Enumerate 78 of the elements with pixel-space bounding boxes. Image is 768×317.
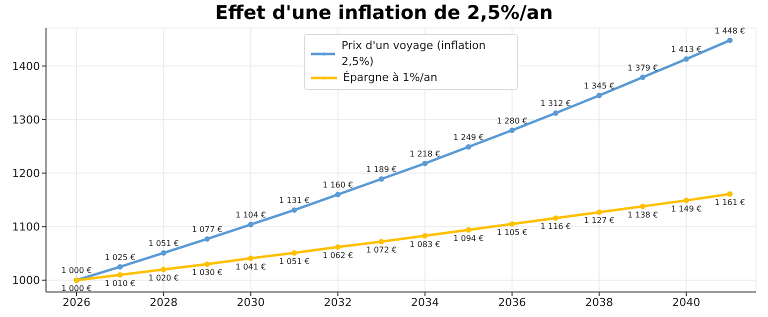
data-label: 1 138 € (627, 210, 658, 220)
data-label: 1 020 € (148, 274, 179, 283)
data-label: 1 116 € (540, 222, 571, 232)
point (204, 236, 210, 242)
y-tick-label: 1400 (12, 60, 40, 73)
data-label: 1 000 € (61, 266, 92, 276)
data-label: 1 051 € (279, 256, 310, 266)
y-tick-label: 1100 (12, 220, 40, 234)
data-label: 1 149 € (671, 204, 702, 214)
point (552, 215, 558, 221)
point (248, 222, 254, 228)
point (727, 38, 733, 44)
point (640, 74, 646, 80)
data-label: 1 072 € (366, 246, 397, 255)
y-tick-label: 1200 (12, 167, 40, 180)
data-label: 1 030 € (192, 268, 222, 278)
x-tick-label: 2028 (150, 296, 178, 309)
data-label: 1 105 € (496, 228, 528, 237)
point (640, 204, 646, 210)
data-label: 1 160 € (322, 180, 354, 190)
point (596, 92, 602, 98)
data-label: 1 041 € (235, 262, 266, 272)
data-label: 1 280 € (496, 116, 528, 126)
point (596, 209, 602, 215)
x-tick-label: 2038 (585, 296, 614, 309)
point (335, 244, 341, 250)
y-tick-label: 1000 (12, 274, 40, 288)
point (160, 266, 166, 272)
data-label: 1 094 € (453, 234, 484, 243)
data-label: 1 448 € (714, 26, 746, 36)
point (160, 250, 166, 256)
x-tick-label: 2026 (62, 296, 90, 309)
legend-label: Prix d'un voyage (inflation 2,5%) (341, 38, 487, 70)
data-label: 1 000 € (61, 284, 92, 294)
data-label: 1 062 € (322, 251, 354, 260)
point (117, 272, 123, 278)
legend-label: Épargne à 1%/an (343, 70, 438, 86)
data-label: 1 161 € (714, 198, 746, 208)
data-label: 1 131 € (279, 196, 310, 206)
data-label: 1 189 € (366, 165, 397, 174)
x-tick-label: 2040 (672, 296, 700, 309)
point (727, 191, 733, 197)
chart-title: Effet d'une inflation de 2,5%/an (214, 2, 554, 24)
point (335, 192, 341, 198)
point (466, 144, 472, 150)
point (552, 110, 558, 116)
point (684, 56, 690, 62)
x-tick-label: 2034 (410, 296, 439, 309)
point (466, 227, 472, 233)
point (378, 176, 384, 182)
data-label: 1 077 € (192, 224, 222, 234)
data-label: 1 104 € (235, 210, 266, 220)
data-label: 1 413 € (671, 45, 702, 54)
data-label: 1 312 € (540, 99, 571, 108)
y-tick-label: 1300 (12, 113, 40, 126)
point (248, 256, 254, 262)
point (509, 221, 515, 227)
point (292, 207, 298, 213)
point (509, 128, 515, 134)
data-label: 1 083 € (410, 240, 440, 249)
point (684, 198, 690, 204)
data-label: 1 218 € (410, 149, 440, 158)
data-label: 1 010 € (104, 278, 136, 288)
data-label: 1 379 € (627, 63, 658, 72)
point (292, 250, 298, 256)
point (378, 238, 384, 244)
data-label: 1 127 € (584, 216, 614, 226)
data-label: 1 051 € (148, 238, 179, 248)
point (422, 233, 428, 239)
data-label: 1 025 € (104, 252, 136, 262)
data-label: 1 249 € (453, 132, 484, 142)
x-tick-label: 2036 (498, 296, 526, 309)
data-label: 1 345 € (584, 81, 614, 90)
point (422, 160, 428, 166)
point (204, 261, 210, 267)
point (117, 264, 123, 270)
x-tick-label: 2032 (324, 296, 352, 309)
x-tick-label: 2030 (236, 296, 265, 309)
